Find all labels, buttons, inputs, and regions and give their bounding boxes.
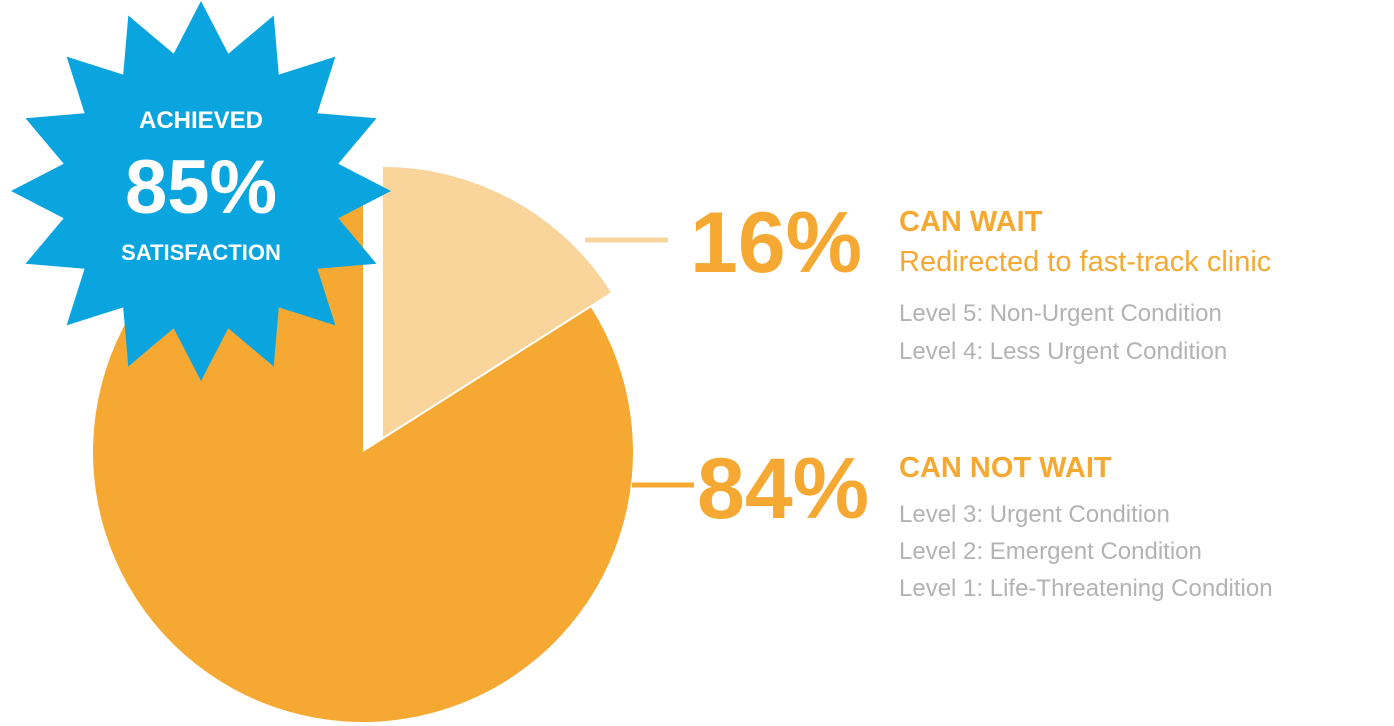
title-can-not-wait: CAN NOT WAIT — [899, 452, 1112, 484]
percent-can-wait: 16% — [690, 195, 863, 291]
percent-can-not-wait: 84% — [697, 441, 870, 537]
level-1-text: Level 1: Life-Threatening Condition — [899, 575, 1273, 602]
title-can-wait: CAN WAIT — [899, 206, 1043, 238]
badge-percent: 85% — [124, 145, 278, 230]
level-4-text: Level 4: Less Urgent Condition — [899, 338, 1228, 365]
pie-slice-can-wait — [383, 167, 611, 437]
level-3-text: Level 3: Urgent Condition — [899, 501, 1170, 528]
badge-star-shape — [11, 1, 391, 381]
level-2-text: Level 2: Emergent Condition — [899, 538, 1202, 565]
badge-achieved-label: ACHIEVED — [138, 107, 264, 134]
level-5-text: Level 5: Non-Urgent Condition — [899, 300, 1222, 327]
subtitle-can-wait: Redirected to fast-track clinic — [899, 246, 1272, 278]
badge-satisfaction-label: SATISFACTION — [121, 240, 281, 265]
